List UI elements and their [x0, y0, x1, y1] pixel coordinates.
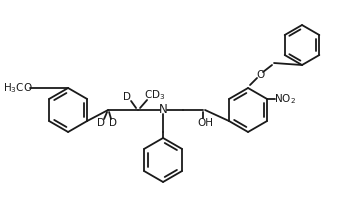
- Text: O: O: [256, 70, 264, 80]
- Text: N: N: [159, 104, 167, 116]
- Text: H$_3$CO: H$_3$CO: [3, 81, 33, 95]
- Text: OH: OH: [197, 118, 213, 128]
- Text: D: D: [123, 92, 131, 102]
- Text: D: D: [109, 118, 117, 128]
- Text: NO$_2$: NO$_2$: [274, 92, 296, 106]
- Text: CD$_3$: CD$_3$: [144, 88, 166, 102]
- Text: D: D: [97, 118, 105, 128]
